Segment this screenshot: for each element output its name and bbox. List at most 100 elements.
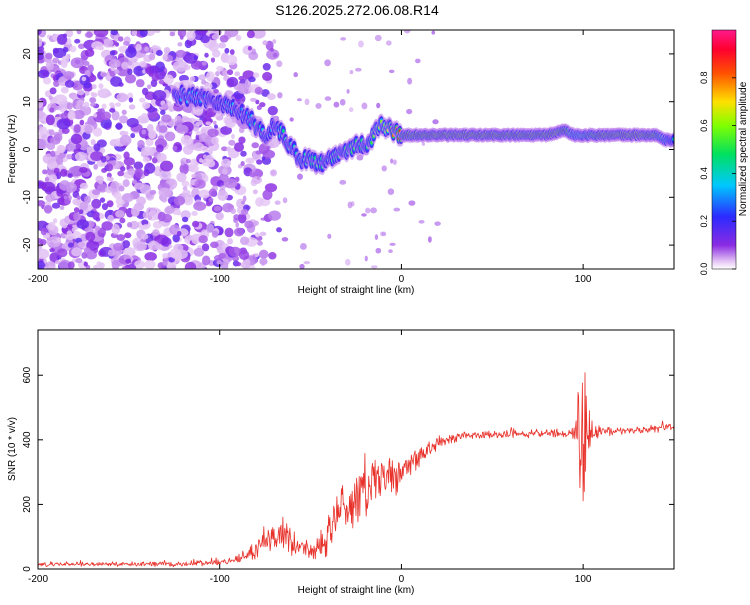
spectrogram-noise-cell [38,138,48,150]
spectrogram-noise-cell [266,145,271,151]
spectrogram-noise-cell [238,136,246,144]
spectrogram-noise-cell [59,180,71,191]
spectrogram-noise-cell [333,101,340,108]
spectrogram-noise-cell [388,69,395,74]
snr-frame [37,329,675,570]
spectrogram-noise-cell [252,254,256,261]
spectrogram-noise-cell [100,155,107,163]
colorbar-tick-label: 0.8 [699,72,709,85]
spectrogram-noise-cell [172,60,188,72]
spectrogram-noise-cell [228,246,242,257]
spectrogram-noise-cell [365,207,371,214]
spectrogram-noise-cell [252,189,258,195]
spectrogram-noise-cell [57,145,66,154]
spectrogram-noise-cell [89,97,97,104]
spectrogram-noise-cell [272,39,277,44]
spectrogram-noise-cell [144,162,156,174]
spectrogram-noise-cell [110,76,123,87]
spectrogram-noise-cell [370,207,377,214]
spectrogram-noise-cell [79,182,89,190]
spectrogram-noise-cell [249,171,254,178]
spectrogram-noise-cell [176,172,187,183]
spectrogram-noise-cell [44,176,50,182]
spectrogram-noise-cell [201,79,207,85]
spectrogram-noise-cell [129,220,139,230]
spectrogram-noise-cell [70,57,85,69]
spectrogram-noise-cell [229,49,235,56]
spectrogram-noise-cell [123,41,130,46]
spectrogram-noise-cell [408,200,416,206]
spectrogram-noise-cell [105,163,114,172]
snr-x-tick-label: 0 [399,574,405,585]
spectrogram-noise-cell [113,192,122,199]
spectrogram-noise-cell [177,30,187,38]
spectrogram-noise-cell [38,37,43,46]
spectrogram-noise-cell [39,126,48,136]
spectrogram-noise-cell [346,89,350,94]
spectrogram-noise-cell [139,30,148,37]
spectrogram-noise-cell [109,102,115,108]
spectrogram-noise-cell [180,210,191,220]
spectrogram-noise-cell [421,142,426,146]
spectrogram-noise-cell [217,42,227,49]
spectrogram-noise-cell [376,102,381,109]
spectrogram-noise-cell [71,247,82,257]
spectrogram-noise-cell [256,105,262,111]
spectrogram-noise-cell [66,230,73,237]
spectrogram-noise-cell [63,70,75,80]
spectrogram-noise-cell [207,128,219,138]
spectrogram-noise-cell [76,219,89,230]
spectrogram-noise-cell [262,189,273,200]
spectrogram-noise-cell [90,138,96,146]
spectrogram-noise-cell [135,79,145,88]
spectrogram-noise-cell [226,76,239,87]
spectrogram-noise-cell [210,241,219,249]
spectrogram-noise-cell [42,72,48,77]
spectrogram-noise-cell [248,76,256,83]
spectrogram-noise-cell [220,261,229,269]
spectrogram-noise-cell [216,65,224,72]
spectrogram-noise-cell [418,220,425,224]
spectrogram-noise-cell [176,230,182,237]
spectrogram-noise-cell [156,49,163,57]
spectrogram-noise-cell [182,144,194,155]
spectrogram-noise-cell [173,195,186,206]
spectrogram-noise-cell [90,91,96,97]
spectrogram-noise-cell [91,198,102,209]
colorbar-gradient [711,29,737,270]
spectrogram-noise-cell [240,261,251,269]
spectrogram-noise-cell [276,60,283,68]
spectrogram-noise-cell [218,252,226,259]
spectrogram-noise-cell [161,114,172,123]
snr-x-label: Height of straight line (km) [298,585,415,596]
spectrogram-noise-cell [149,207,157,216]
spectrogram-noise-cell [221,168,228,175]
spectrogram-noise-cell [215,70,220,77]
spectrogram-noise-cell [52,57,60,64]
spectrogram-noise-cell [223,178,238,189]
spectrogram-noise-cell [40,227,47,236]
colorbar-tick-label: 0.0 [699,263,709,276]
spectrogram-noise-cell [193,247,205,257]
spectrogram-noise-cell [79,201,89,211]
spectrogram-noise-cell [324,96,332,101]
spectrogram-noise-cell [297,173,303,180]
spectrogram-noise-cell [61,55,70,65]
spectrogram-noise-cell [231,133,235,139]
spectrogram-noise-cell [344,258,351,266]
spectrogram-noise-cell [90,151,104,162]
spectrogram-noise-cell [99,213,105,219]
spectrogram-noise-cell [60,86,69,94]
spectrogram-noise-cell [159,160,174,172]
spectrogram-noise-cell [210,57,216,63]
spectrogram-noise-cell [208,197,214,202]
spectrogram-noise-cell [195,130,202,136]
spectrogram-noise-cell [49,252,60,263]
spectrogram-noise-cell [77,195,81,200]
spectrogram-noise-cell [121,109,127,115]
spectrogram-noise-cell [348,107,354,113]
spectrogram-noise-cell [224,30,239,38]
spectrogram-noise-cell [214,124,218,129]
spectrogram-noise-cell [120,166,126,172]
